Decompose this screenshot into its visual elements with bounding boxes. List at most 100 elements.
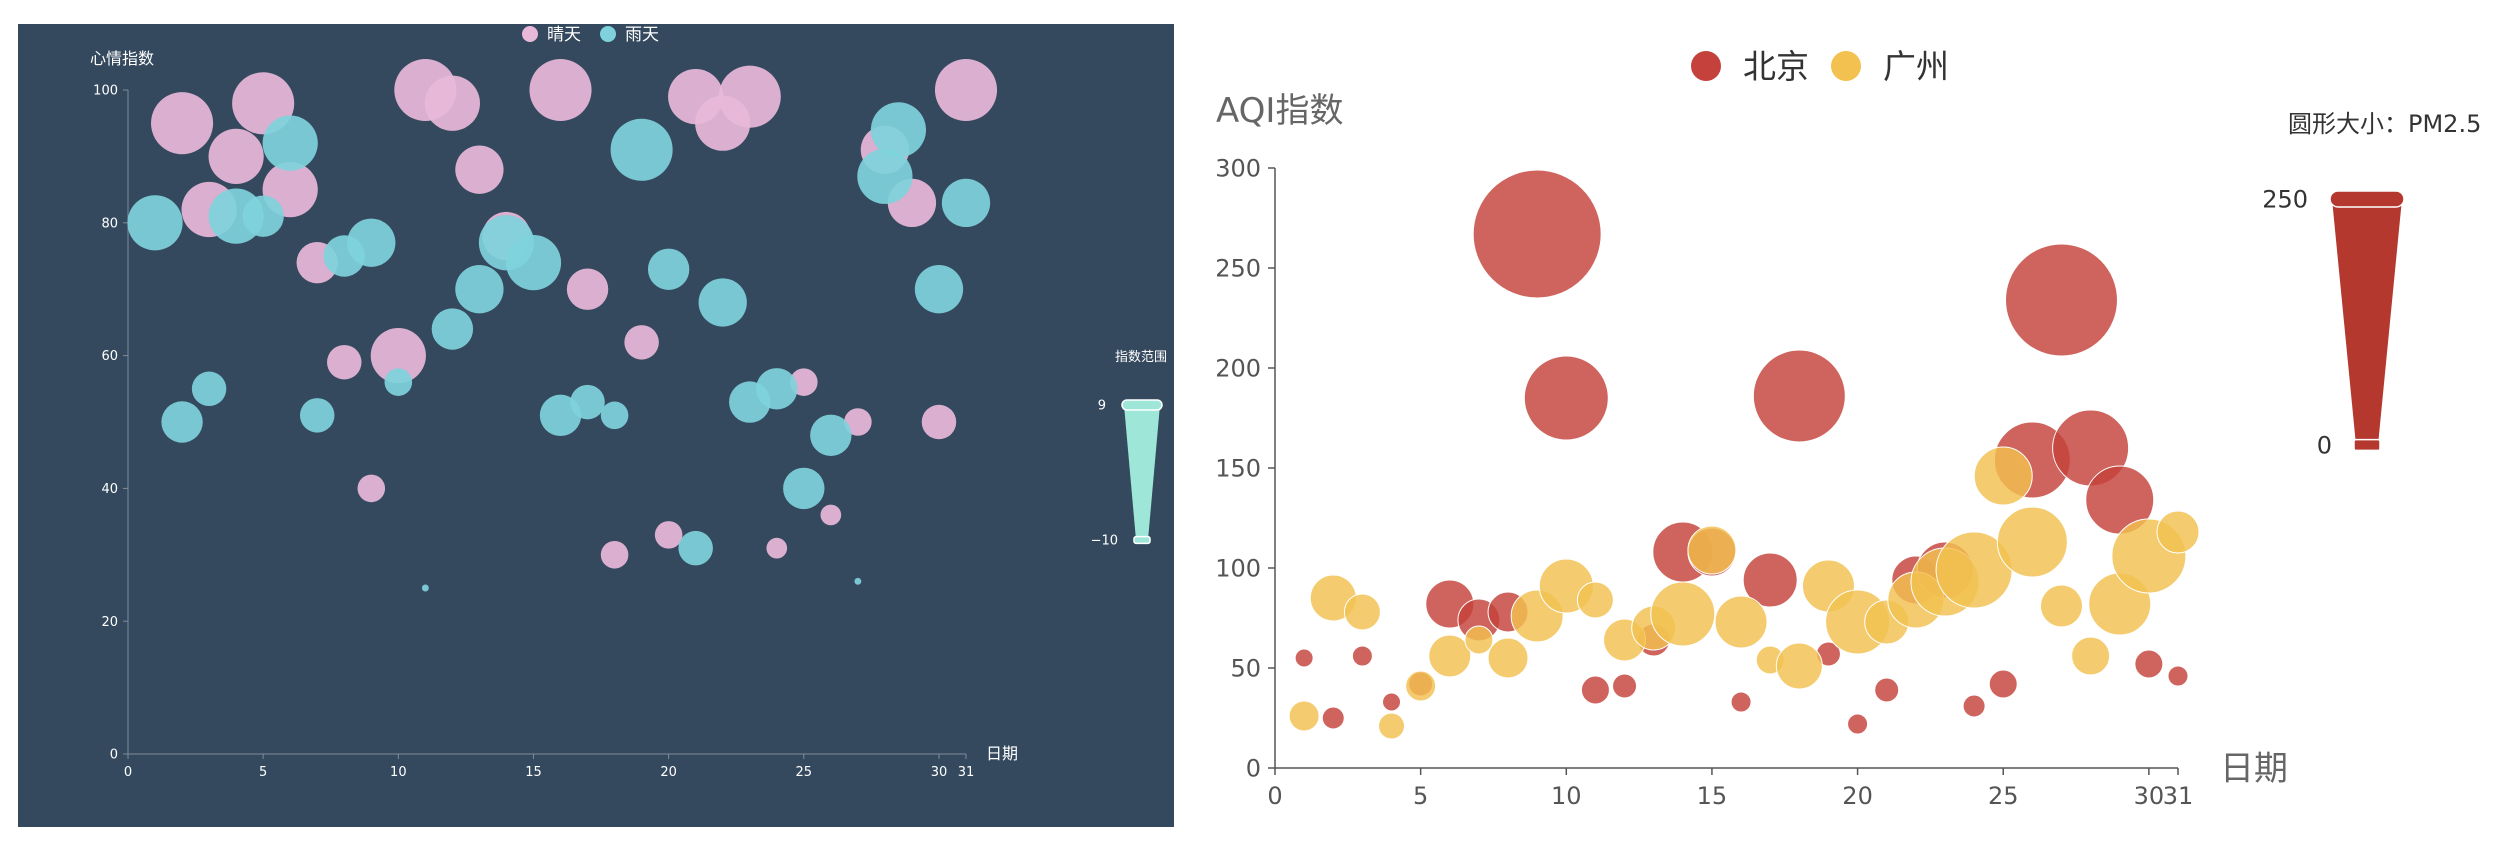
legend-marker[interactable] xyxy=(600,26,616,42)
visual-map-min-handle[interactable] xyxy=(1133,535,1151,545)
bubble-雨天[interactable] xyxy=(505,235,562,291)
x-tick-label: 31 xyxy=(2163,782,2194,810)
bubble-晴天[interactable] xyxy=(654,521,683,549)
visual-map-max-label: 9 xyxy=(1098,399,1106,414)
bubble-广州[interactable] xyxy=(1405,670,1437,702)
legend-label[interactable]: 雨天 xyxy=(625,25,659,45)
visual-map-max-handle[interactable] xyxy=(2329,190,2405,208)
bubble-晴天[interactable] xyxy=(455,145,504,194)
bubble-北京[interactable] xyxy=(1523,355,1609,441)
bubble-晴天[interactable] xyxy=(600,541,629,569)
bubble-北京[interactable] xyxy=(1321,706,1345,730)
bubble-广州[interactable] xyxy=(1650,581,1716,647)
bubble-北京[interactable] xyxy=(1988,669,2018,699)
bubble-广州[interactable] xyxy=(1973,446,2033,506)
bubble-雨天[interactable] xyxy=(600,401,629,430)
visual-map-min-handle[interactable] xyxy=(2353,438,2381,452)
bubble-雨天[interactable] xyxy=(678,530,713,566)
bubble-北京[interactable] xyxy=(1294,648,1314,668)
bubble-北京[interactable] xyxy=(1382,692,1402,712)
bubble-雨天[interactable] xyxy=(647,248,690,290)
bubble-晴天[interactable] xyxy=(327,344,362,380)
bubble-广州[interactable] xyxy=(1996,506,2068,578)
legend-label[interactable]: 晴天 xyxy=(547,25,581,45)
bubble-广州[interactable] xyxy=(1378,712,1406,740)
bubble-晴天[interactable] xyxy=(766,537,788,559)
bubble-北京[interactable] xyxy=(2167,665,2189,687)
bubble-广州[interactable] xyxy=(2071,636,2111,676)
bubble-雨天[interactable] xyxy=(191,371,227,407)
x-tick-label: 31 xyxy=(958,765,975,780)
bubble-广州[interactable] xyxy=(1687,525,1737,575)
bubble-晴天[interactable] xyxy=(151,92,214,155)
bubble-北京[interactable] xyxy=(2004,243,2118,357)
bubble-北京[interactable] xyxy=(1847,713,1869,735)
bubble-广州[interactable] xyxy=(1775,642,1823,690)
bubble-广州[interactable] xyxy=(2039,584,2083,628)
bubble-晴天[interactable] xyxy=(208,128,264,184)
bubble-雨天[interactable] xyxy=(756,368,798,410)
bubble-雨天[interactable] xyxy=(299,398,335,433)
bubble-雨天[interactable] xyxy=(914,265,964,314)
bubble-雨天[interactable] xyxy=(610,118,673,181)
x-tick-label: 15 xyxy=(1697,782,1728,810)
bubble-晴天[interactable] xyxy=(844,408,872,436)
bubble-晴天[interactable] xyxy=(820,504,842,526)
bubble-广州[interactable] xyxy=(1576,581,1614,619)
bubble-北京[interactable] xyxy=(1612,673,1638,699)
bubble-北京[interactable] xyxy=(1962,694,1986,718)
bubble-雨天[interactable] xyxy=(941,178,991,228)
bubble-北京[interactable] xyxy=(1351,645,1373,667)
bubble-北京[interactable] xyxy=(1580,675,1610,705)
bubble-晴天[interactable] xyxy=(424,75,480,131)
bubble-广州[interactable] xyxy=(1464,625,1494,655)
legend-label[interactable]: 广州 xyxy=(1883,47,1949,86)
y-tick-label: 100 xyxy=(1215,554,1261,582)
bubble-广州[interactable] xyxy=(2156,510,2200,554)
y-tick-label: 60 xyxy=(101,349,118,364)
x-axis-title: 日期 xyxy=(986,744,1018,763)
bubble-北京[interactable] xyxy=(1730,691,1752,713)
bubble-北京[interactable] xyxy=(1472,169,1602,299)
bubble-雨天[interactable] xyxy=(870,102,927,158)
bubble-雨天[interactable] xyxy=(698,278,747,327)
bubble-广州[interactable] xyxy=(1288,700,1320,732)
bubble-广州[interactable] xyxy=(1343,593,1381,631)
bubble-雨天[interactable] xyxy=(857,148,913,204)
legend-label[interactable]: 北京 xyxy=(1743,47,1809,86)
bubble-北京[interactable] xyxy=(1742,552,1798,608)
bubble-广州[interactable] xyxy=(1428,634,1472,678)
bubble-雨天[interactable] xyxy=(783,467,825,510)
bubble-晴天[interactable] xyxy=(370,328,426,384)
bubble-雨天[interactable] xyxy=(810,414,852,456)
bubble-晴天[interactable] xyxy=(624,325,659,360)
legend-marker[interactable] xyxy=(1691,51,1721,81)
bubble-晴天[interactable] xyxy=(921,404,957,440)
bubble-雨天[interactable] xyxy=(431,308,474,350)
bubble-雨天[interactable] xyxy=(455,265,504,314)
bubble-雨天[interactable] xyxy=(242,195,284,237)
bubble-晴天[interactable] xyxy=(718,65,781,128)
bubble-雨天[interactable] xyxy=(347,218,396,267)
bubble-北京[interactable] xyxy=(1752,349,1846,443)
bubble-广州[interactable] xyxy=(1487,637,1529,679)
bubble-晴天[interactable] xyxy=(529,58,592,122)
bubble-雨天[interactable] xyxy=(161,401,203,443)
bubble-雨天[interactable] xyxy=(127,195,183,251)
visual-map-max-handle[interactable] xyxy=(1121,399,1163,411)
legend-marker[interactable] xyxy=(1831,51,1861,81)
bubble-广州[interactable] xyxy=(1714,595,1768,649)
bubble-雨天[interactable] xyxy=(384,368,413,396)
bubble-晴天[interactable] xyxy=(934,58,998,122)
bubble-雨天[interactable] xyxy=(854,577,862,585)
bubble-雨天[interactable] xyxy=(262,115,318,171)
bubble-雨天[interactable] xyxy=(421,584,429,592)
y-tick-label: 100 xyxy=(93,84,118,99)
bubble-北京[interactable] xyxy=(1874,677,1900,703)
y-tick-label: 150 xyxy=(1215,454,1261,482)
bubble-晴天[interactable] xyxy=(566,268,609,310)
bubble-北京[interactable] xyxy=(2134,649,2164,679)
bubble-雨天[interactable] xyxy=(570,384,605,420)
legend-marker[interactable] xyxy=(522,26,538,42)
bubble-晴天[interactable] xyxy=(357,474,386,503)
